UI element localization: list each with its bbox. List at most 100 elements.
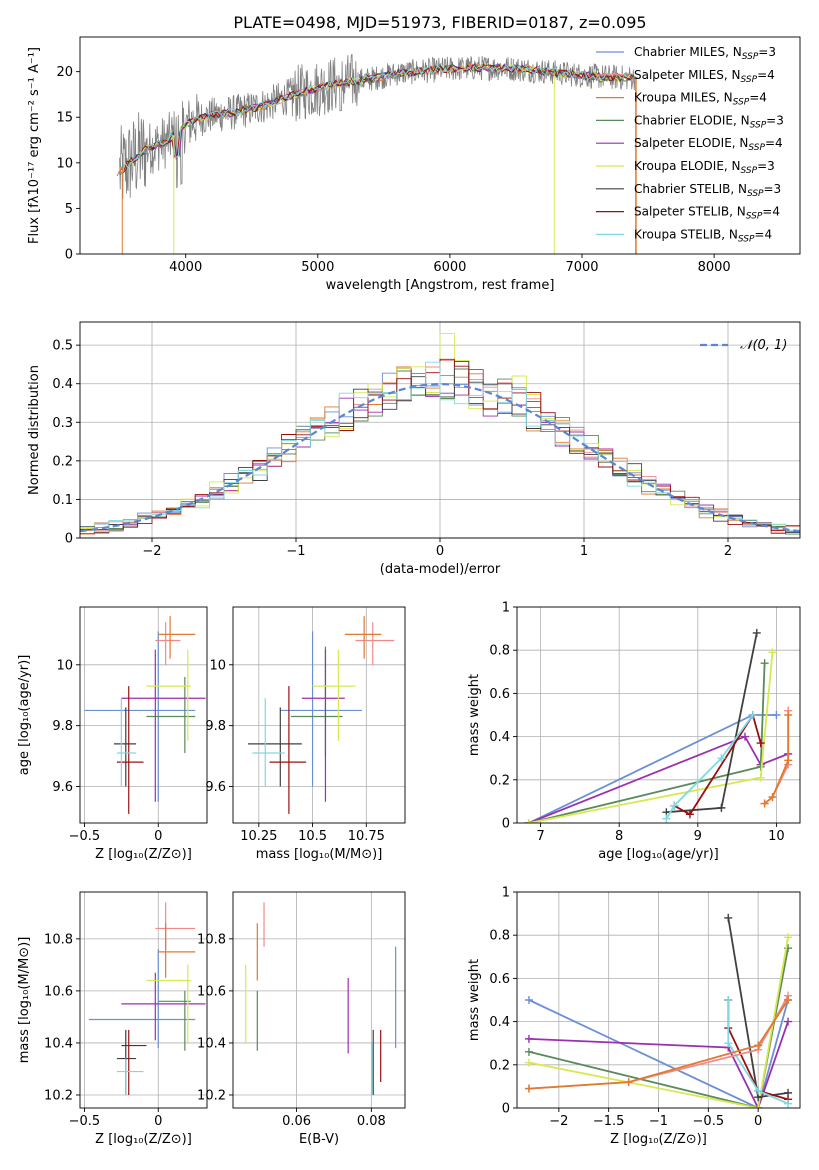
x-tick-label: −0.5: [69, 829, 101, 844]
y-tick-label: 10.4: [44, 1036, 73, 1051]
errorbar-point: [158, 923, 196, 978]
weight-series: [662, 711, 757, 823]
weight-line: [528, 714, 777, 823]
x-tick-label: 9: [694, 829, 702, 844]
weight-line: [528, 999, 789, 1108]
errorbar-point: [312, 649, 356, 741]
y-tick-label: 0.3: [52, 416, 73, 431]
weight-point-marker: [784, 933, 793, 942]
errorbar-point: [158, 616, 196, 659]
y-axis-label: mass weight: [467, 959, 482, 1041]
legend-entry: Salpeter MILES, NSSP=4: [634, 68, 775, 85]
errorbar-point: [88, 949, 196, 1049]
legend-entry-sub: SSP: [741, 75, 758, 85]
y-tick-label: 0.2: [52, 454, 73, 469]
weight-point-marker: [760, 659, 769, 668]
legend-entry-base: Kroupa ELODIE, N: [634, 159, 741, 173]
age_vs_mass-marks: [248, 616, 395, 814]
y-tick-label: 5: [65, 202, 73, 217]
weight_vs_Z-marks: [524, 913, 793, 1108]
weight-series: [524, 933, 793, 1108]
y-tick-label: 10: [56, 156, 73, 171]
weight-point-marker: [724, 1039, 733, 1048]
legend-entry: Kroupa STELIB, NSSP=4: [634, 227, 772, 244]
y-tick-label: 0.2: [489, 1058, 510, 1073]
weight-point-marker: [772, 711, 781, 719]
weight-point-marker: [784, 1099, 793, 1108]
weight-point-marker: [754, 1104, 763, 1108]
weight-point-marker: [756, 739, 765, 748]
weight-series: [524, 996, 793, 1093]
weight-point-marker: [524, 1084, 533, 1093]
observed-spectrum-line: [119, 54, 636, 199]
legend-entry-sub: SSP: [738, 234, 755, 244]
legend-entry-sub: SSP: [747, 189, 764, 199]
legend-entry: Salpeter ELODIE, NSSP=4: [634, 136, 783, 153]
y-tick-label: 10.4: [197, 1036, 226, 1051]
x-tick-label: 0: [154, 829, 162, 844]
weight-point-marker: [524, 819, 533, 823]
legend-entry-tail: =4: [757, 68, 775, 82]
legend-entry-sub: SSP: [742, 52, 759, 62]
errorbar-point: [116, 1058, 144, 1095]
weight_vs_age-plot: 7 8 9 10 0 0.2 0.4 0.6 0.8 1 age [log₁₀(age/yr)] ma…: [467, 601, 801, 862]
y-tick-label: 0.6: [489, 972, 510, 987]
normal-reference-curve: [80, 382, 800, 533]
x-tick-label: 10.25: [240, 829, 277, 844]
errorbar-point: [355, 622, 395, 665]
legend-entry-base: Salpeter MILES, N: [634, 68, 741, 82]
errorbar-point: [121, 972, 206, 1041]
y-tick-label: 0.6: [489, 687, 510, 702]
y-tick-label: 0: [65, 532, 73, 547]
weight-series: [670, 711, 765, 819]
y-tick-label: 0.4: [52, 377, 73, 392]
legend-entry: Kroupa ELODIE, NSSP=3: [634, 159, 775, 176]
y-axis-label: Normed distribution: [27, 365, 42, 495]
errorbar-point: [155, 622, 181, 665]
spectrum-plot: 4000 5000 6000 7000 8000 0 5 10 15 20 wavelength […: [27, 36, 801, 293]
legend-entry-tail: =3: [764, 182, 782, 196]
weight-point-marker: [524, 996, 533, 1004]
y-tick-label: 0.8: [489, 644, 510, 659]
errorbar-point: [146, 964, 191, 1043]
x-axis-label: Z [log₁₀(Z/Z⊙)]: [95, 847, 192, 862]
y-tick-label: 9.6: [52, 780, 73, 795]
residuals-marks: [80, 333, 800, 535]
age_vs_Z-marks: [84, 616, 206, 814]
y-axis-label: mass weight: [467, 674, 482, 756]
y-tick-label: 10: [209, 658, 226, 673]
mass_vs_Z-marks: [88, 902, 206, 1095]
errorbar-point: [248, 707, 302, 787]
axes-frame: [79, 606, 208, 824]
weight-point-marker: [740, 732, 749, 741]
weight-series: [724, 913, 793, 1102]
weight-point-marker: [670, 801, 679, 810]
x-tick-label: 0.06: [282, 1114, 311, 1129]
errorbar-point: [116, 1029, 137, 1095]
errorbar-point: [344, 616, 382, 659]
x-tick-label: 0: [154, 1114, 162, 1129]
weight-point-marker: [724, 996, 733, 1004]
errorbar-point: [121, 649, 206, 802]
x-tick-label: −1: [649, 1114, 668, 1129]
axes-frame: [516, 606, 801, 824]
residual-legend-label: 𝒩(0, 1): [740, 338, 787, 353]
x-tick-label: 10.5: [298, 829, 327, 844]
y-tick-label: 0: [65, 248, 73, 263]
y-tick-label: 9.8: [52, 719, 73, 734]
legend-entry-sub: SSP: [750, 120, 767, 130]
x-tick-label: −1: [286, 544, 305, 559]
x-tick-label: 0.08: [357, 1114, 386, 1129]
y-tick-label: 1: [502, 886, 510, 901]
errorbar-point: [269, 686, 307, 814]
legend-entry: Kroupa MILES, NSSP=4: [634, 91, 767, 108]
legend-entry-sub: SSP: [746, 212, 763, 222]
legend-entry-base: Kroupa STELIB, N: [634, 227, 738, 241]
spectrum-marks: [116, 54, 638, 254]
y-tick-label: 10.2: [44, 1088, 73, 1103]
legend-entry-tail: =3: [766, 113, 784, 127]
weight-line: [528, 948, 789, 1108]
weight-line: [528, 735, 789, 823]
y-tick-label: 0: [502, 1102, 510, 1117]
